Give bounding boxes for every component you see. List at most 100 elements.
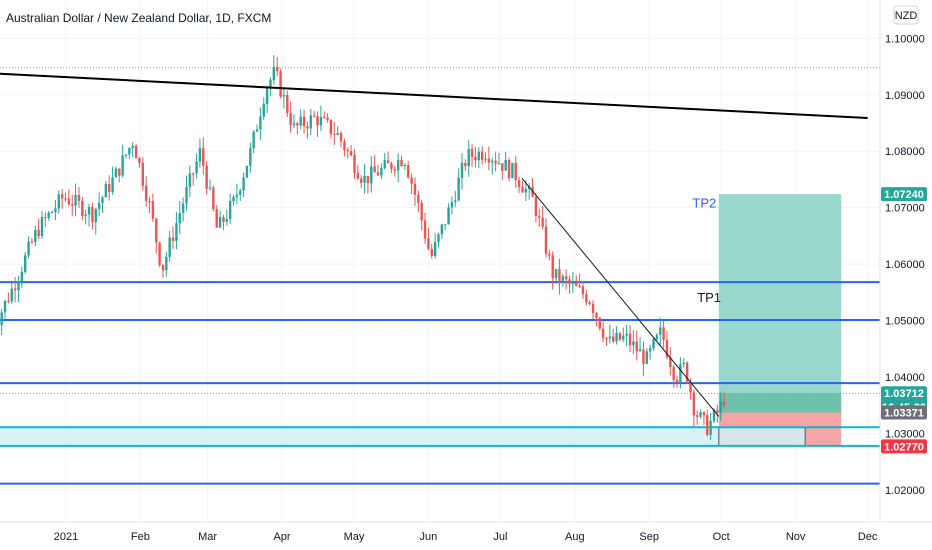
time-tick-label: Dec: [858, 531, 878, 543]
candle-up: [457, 177, 460, 201]
candle-down: [588, 302, 591, 304]
candle-up: [0, 312, 3, 326]
candle-down: [464, 162, 467, 167]
candle-down: [716, 410, 719, 413]
candle-down: [202, 148, 205, 166]
candle-down: [289, 112, 292, 125]
currency-button[interactable]: NZD: [893, 5, 919, 25]
candle-up: [195, 161, 198, 174]
candle-up: [528, 186, 531, 189]
candle-down: [393, 169, 396, 171]
candle-up: [380, 167, 383, 176]
candle-up: [10, 288, 13, 302]
candle-up: [309, 115, 312, 129]
candle-up: [265, 88, 269, 104]
candle-down: [67, 198, 71, 205]
candle-down: [581, 286, 585, 295]
candle-down: [148, 201, 151, 203]
candle-down: [215, 208, 218, 228]
candle-up: [84, 214, 87, 216]
candle-up: [252, 131, 255, 149]
resistance-trendline: [0, 72, 868, 119]
candle-up: [54, 208, 57, 213]
candle-down: [665, 339, 669, 358]
candle-down: [541, 217, 544, 227]
candle-down: [517, 180, 521, 188]
candle-up: [74, 194, 77, 206]
candle-down: [642, 349, 645, 364]
candle-up: [228, 201, 232, 219]
candle-up: [477, 151, 480, 161]
candle-up: [40, 217, 44, 236]
candle-up: [454, 200, 457, 202]
candle-up: [34, 229, 37, 242]
candle-down: [205, 165, 208, 189]
candle-up: [655, 334, 659, 340]
candle-down: [722, 401, 726, 406]
candle-up: [632, 341, 635, 346]
candle-down: [386, 160, 390, 164]
candle-down: [507, 160, 511, 178]
candle-down: [548, 253, 551, 256]
candle-down: [118, 168, 121, 176]
candle-up: [249, 148, 252, 166]
candle-up: [185, 186, 188, 204]
candle-down: [333, 134, 336, 136]
price-tick-label: 1.08000: [885, 146, 925, 158]
candle-up: [178, 213, 181, 224]
candle-up: [460, 162, 464, 178]
candle-down: [564, 276, 568, 280]
candle-up: [20, 271, 24, 282]
candle-up: [561, 276, 564, 283]
candle-up: [511, 162, 514, 178]
candle-down: [487, 158, 491, 163]
candle-up: [363, 175, 366, 183]
price-axis[interactable]: 1.10000 1.09000 1.08000 1.07000 1.06000 1.050…: [885, 33, 925, 496]
candle-down: [423, 220, 427, 239]
candle-up: [319, 116, 323, 126]
candle-up: [524, 188, 528, 193]
candle-down: [134, 145, 138, 159]
candle-up: [484, 158, 487, 160]
candle-down: [30, 241, 34, 243]
candle-down: [702, 412, 706, 416]
candle-down: [7, 300, 10, 302]
candle-down: [551, 255, 554, 279]
target-price-badge-bg: [881, 187, 927, 202]
candle-up: [114, 168, 118, 178]
candle-down: [316, 116, 319, 126]
drawings-layer: [0, 72, 868, 417]
candle-down: [407, 165, 410, 178]
candle-up: [87, 207, 91, 215]
target-price-badge: 1.07240: [884, 189, 924, 201]
zones-layer: [0, 194, 842, 447]
candle-up: [188, 173, 192, 187]
time-tick-label: 2021: [54, 531, 78, 543]
candle-down: [339, 133, 343, 142]
candle-down: [538, 216, 541, 218]
candle-down: [662, 327, 665, 340]
candle-up: [336, 133, 339, 135]
time-tick-label: Oct: [713, 531, 730, 543]
candle-up: [645, 351, 648, 364]
price-tick-label: 1.04000: [885, 372, 925, 384]
entry-price-badge-bg: [881, 405, 927, 420]
candle-down: [669, 357, 672, 368]
candle-up: [3, 300, 7, 313]
candle-down: [141, 162, 144, 186]
svg-text:NZD: NZD: [895, 10, 918, 22]
candle-down: [598, 317, 601, 329]
candle-down: [171, 237, 175, 241]
current-profit-zone: [718, 393, 842, 413]
demand-zone: [0, 427, 806, 446]
candle-up: [444, 224, 447, 226]
candle-up: [440, 224, 444, 235]
candle-down: [329, 119, 333, 135]
candle-up: [571, 282, 575, 284]
candle-down: [158, 242, 161, 265]
annotation-tp1: TP1: [697, 290, 721, 305]
candle-up: [128, 147, 131, 155]
candle-down: [346, 150, 349, 152]
time-axis[interactable]: 2021 Feb Mar Apr May Jun Jul Aug Sep Oct Nov Dec: [54, 531, 878, 543]
